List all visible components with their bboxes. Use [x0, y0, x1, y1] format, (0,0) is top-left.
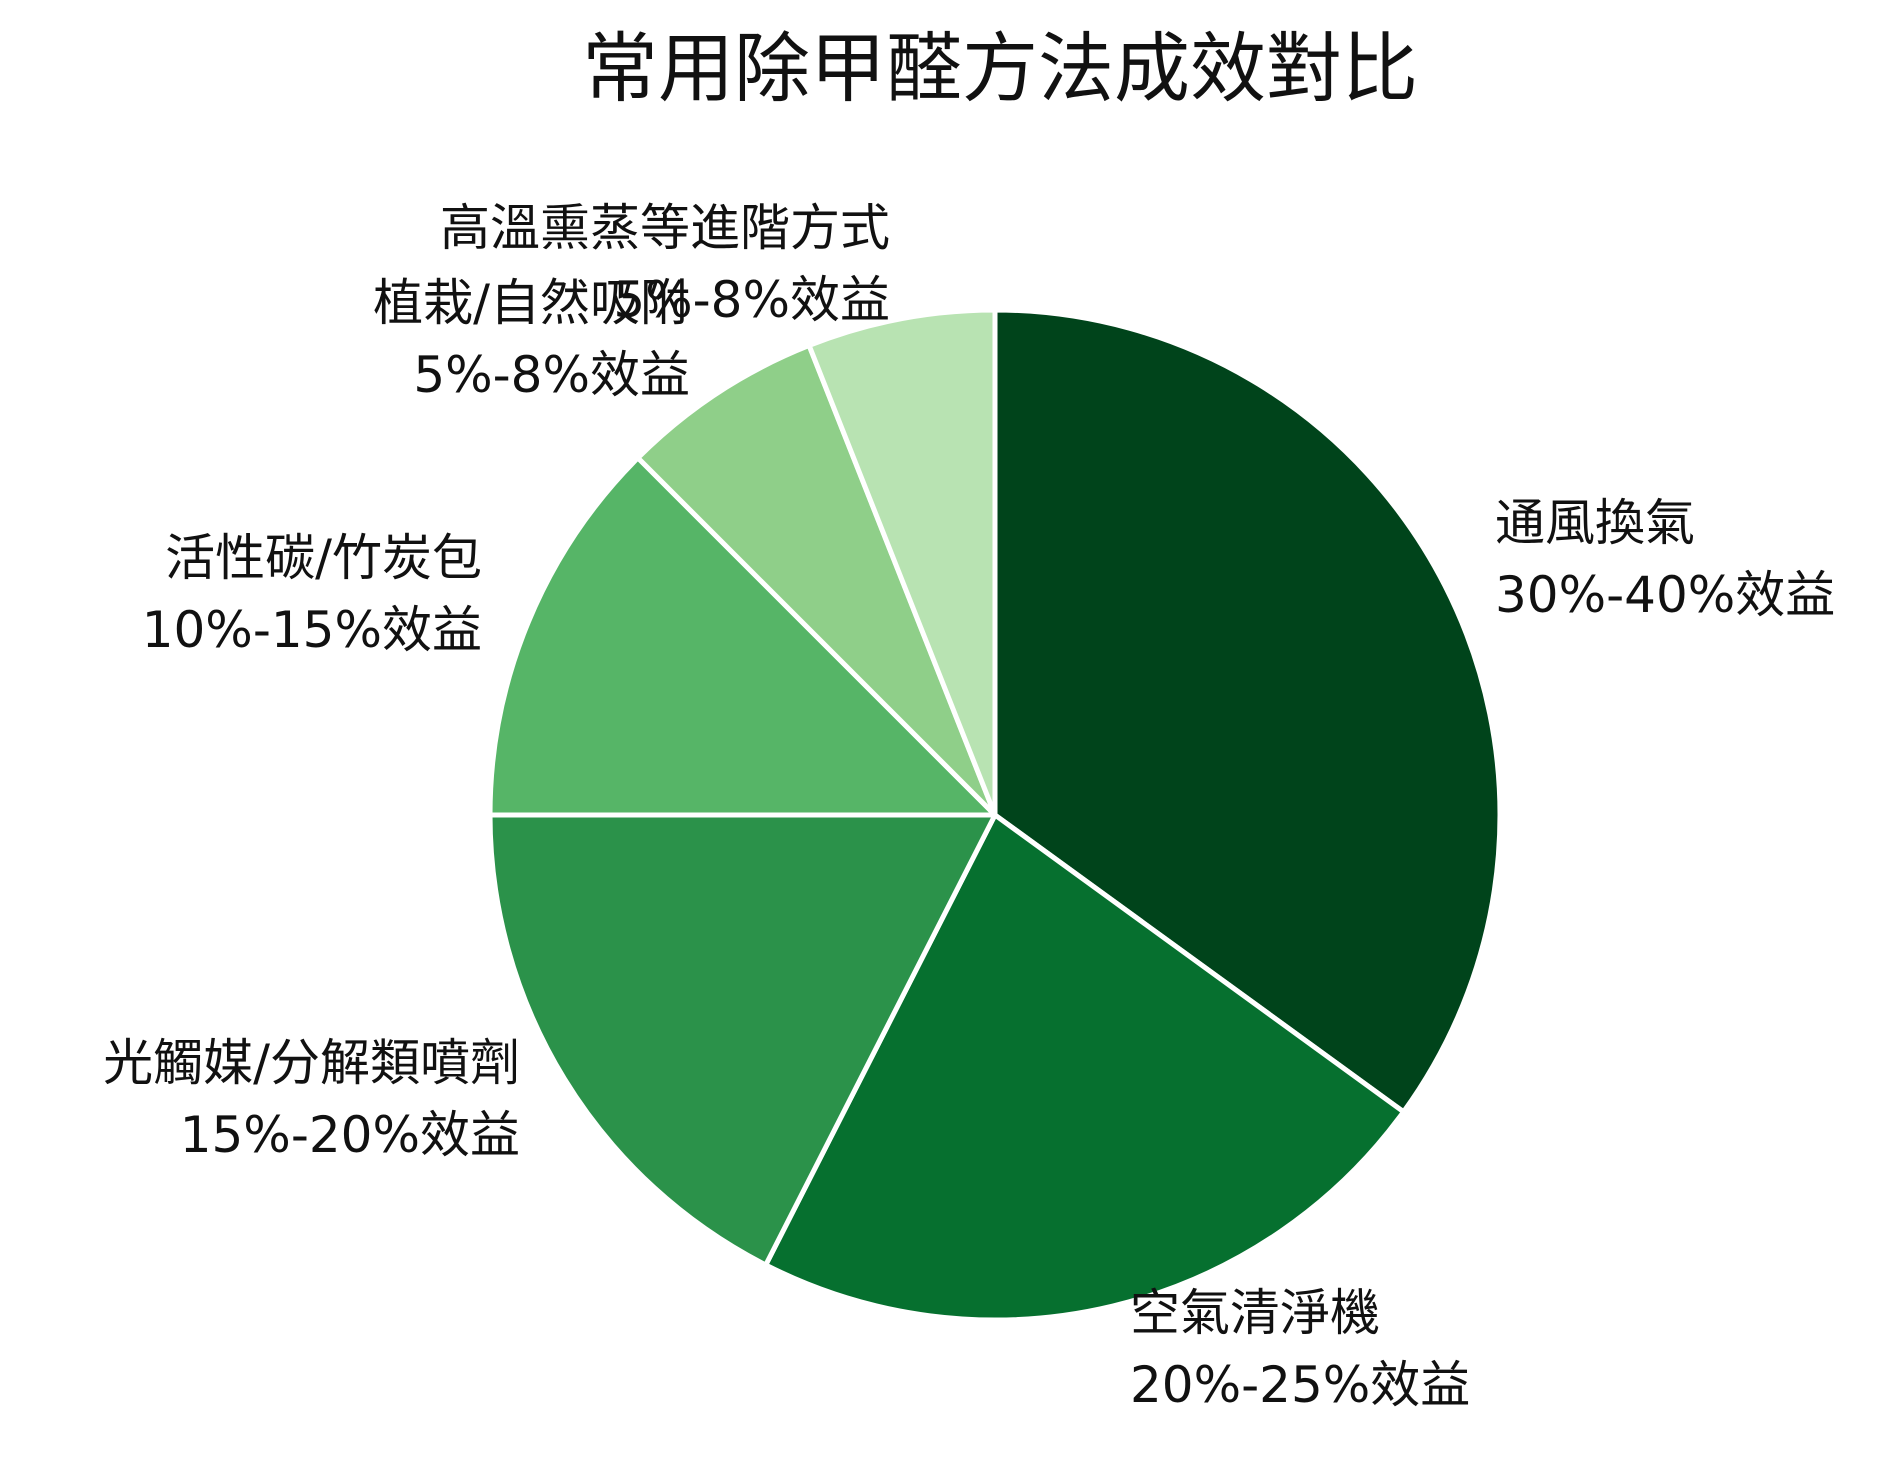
slice-label-name: 高溫熏蒸等進階方式 — [440, 199, 890, 257]
pie-slice-2 — [763, 812, 1407, 1323]
slice-label-3: 光觸媒/分解類噴劑 15%-20%效益 — [103, 1034, 520, 1164]
slice-label-2: 空氣清淨機 20%-25%效益 — [1130, 1284, 1470, 1414]
chart-title: 常用除甲醛方法成效對比 — [582, 24, 1418, 113]
slice-label-value: 15%-20%效益 — [180, 1106, 520, 1164]
pie-slice-3 — [487, 812, 998, 1268]
slice-label-value: 5%-8%效益 — [413, 346, 690, 404]
slice-label-1: 通風換氣 30%-40%效益 — [1495, 494, 1835, 624]
pie-slice-1 — [992, 307, 1503, 1115]
slice-label-name: 植栽/自然吸附 — [373, 274, 690, 332]
slice-label-name: 活性碳/竹炭包 — [165, 529, 482, 587]
slice-label-4: 活性碳/竹炭包 10%-15%效益 — [142, 529, 482, 659]
slice-label-value: 30%-40%效益 — [1495, 566, 1835, 624]
slice-label-name: 光觸媒/分解類噴劑 — [103, 1034, 520, 1092]
pie-slice-5 — [635, 342, 998, 818]
slice-label-value: 5%-8%效益 — [613, 271, 890, 329]
slice-label-value: 10%-15%效益 — [142, 601, 482, 659]
slice-label-name: 通風換氣 — [1495, 494, 1695, 552]
slice-label-value: 20%-25%效益 — [1130, 1356, 1470, 1414]
pie-slices — [487, 307, 1503, 1323]
pie-slice-6 — [806, 307, 998, 818]
pie-slice-4 — [487, 455, 998, 818]
slice-label-6: 高溫熏蒸等進階方式 5%-8%效益 — [440, 199, 890, 329]
slice-label-name: 空氣清淨機 — [1130, 1284, 1380, 1342]
slice-label-5: 植栽/自然吸附 5%-8%效益 — [373, 274, 690, 404]
